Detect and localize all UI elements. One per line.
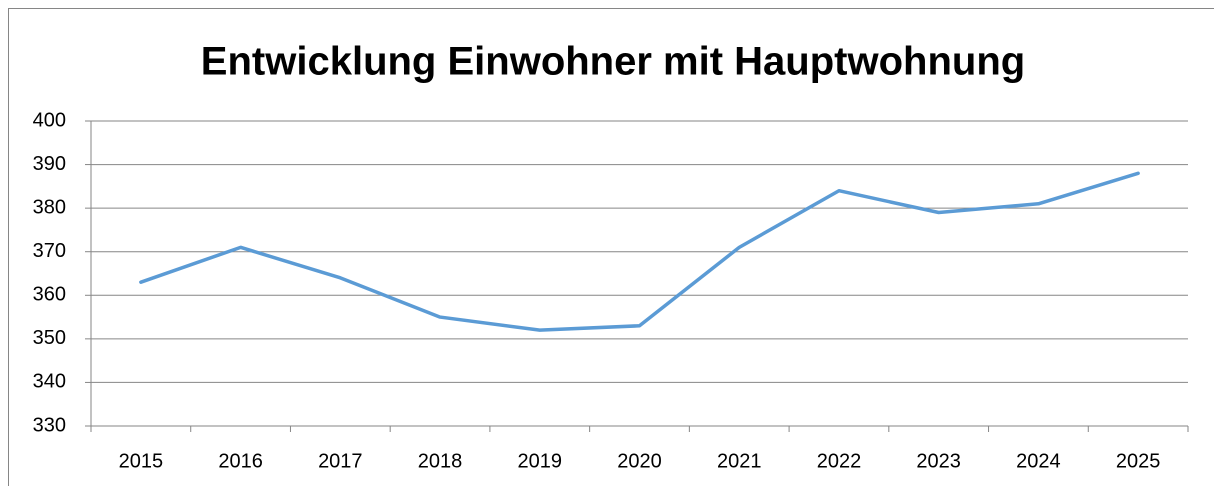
y-tick-label: 390 bbox=[33, 153, 66, 175]
y-tick-label: 360 bbox=[33, 284, 66, 306]
y-tick-label: 350 bbox=[33, 327, 66, 349]
x-tick-label: 2017 bbox=[318, 450, 363, 472]
x-tick-label: 2016 bbox=[218, 450, 263, 472]
y-tick-label: 380 bbox=[33, 196, 66, 218]
y-tick-label: 330 bbox=[33, 414, 66, 436]
x-tick-label: 2021 bbox=[717, 450, 762, 472]
chart-title: Entwicklung Einwohner mit Hauptwohnung bbox=[201, 40, 1025, 84]
chart-frame bbox=[8, 8, 1214, 486]
x-tick-label: 2023 bbox=[916, 450, 961, 472]
x-tick-label: 2022 bbox=[817, 450, 862, 472]
x-tick-label: 2015 bbox=[119, 450, 164, 472]
x-tick-label: 2024 bbox=[1016, 450, 1061, 472]
x-tick-label: 2018 bbox=[418, 450, 463, 472]
x-tick-label: 2019 bbox=[518, 450, 563, 472]
y-tick-label: 370 bbox=[33, 240, 66, 262]
x-tick-label: 2020 bbox=[617, 450, 662, 472]
y-tick-label: 400 bbox=[33, 109, 66, 131]
x-tick-label: 2025 bbox=[1116, 450, 1161, 472]
y-tick-label: 340 bbox=[33, 371, 66, 393]
data-line bbox=[139, 171, 1140, 332]
